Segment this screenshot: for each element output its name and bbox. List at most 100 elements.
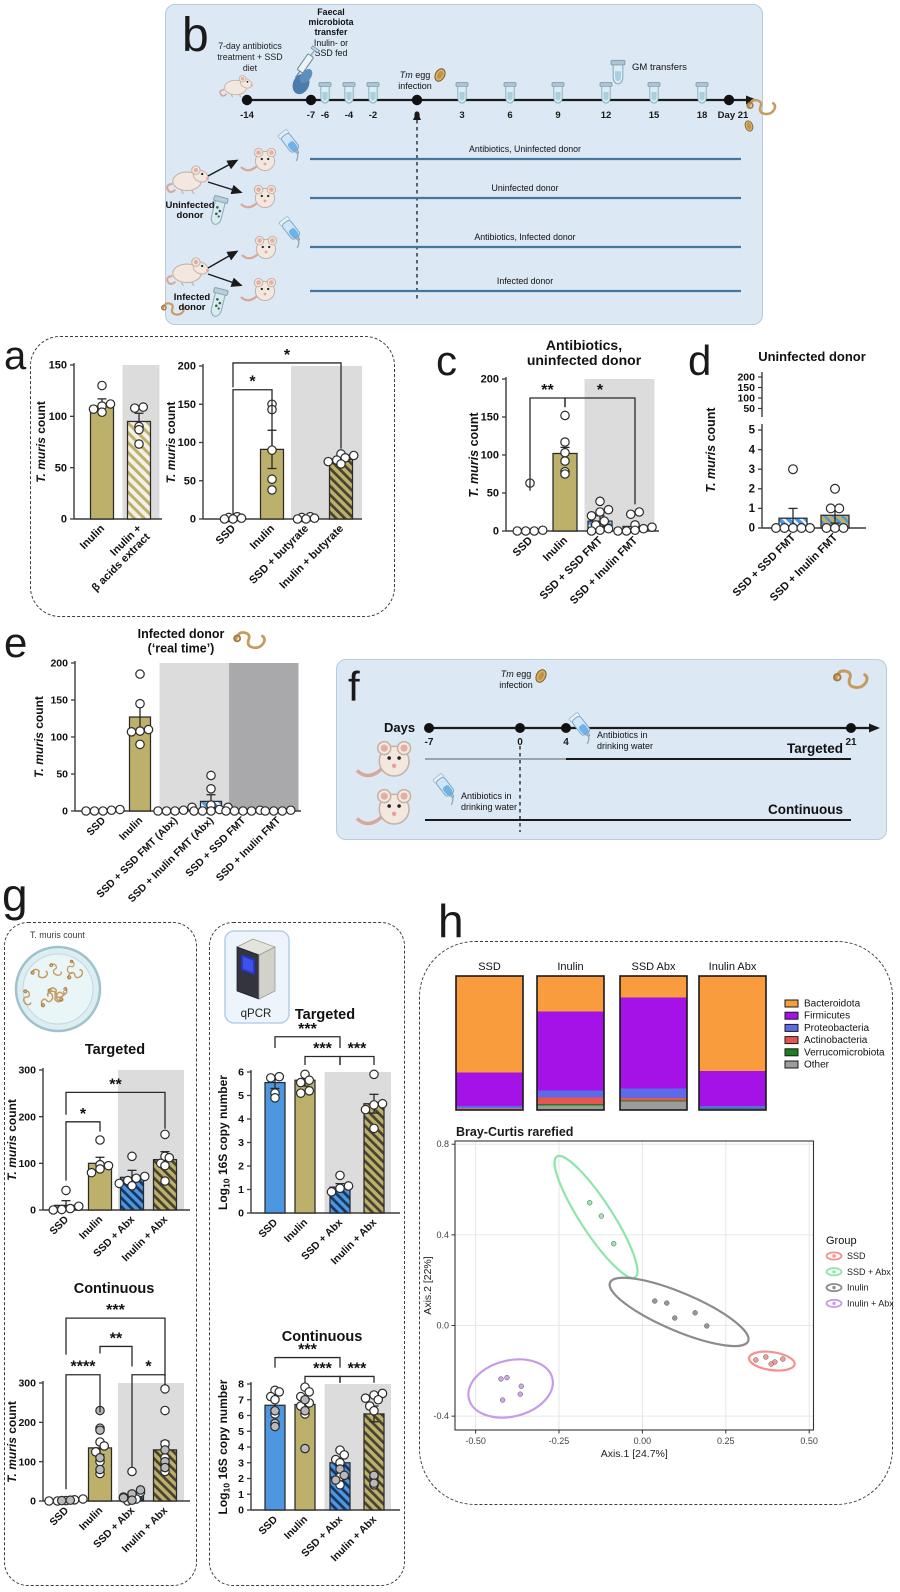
panel-e-worm [232,631,266,650]
data-point [560,466,570,477]
y-tick-label: 150 [481,412,499,424]
data-point [625,509,636,520]
data-point [599,516,610,526]
y-tick-label: 150 [50,695,68,707]
y-tick-label: 100 [50,732,68,744]
data-point [560,410,570,421]
data-point [189,806,199,816]
data-point [178,805,189,816]
bar [778,517,808,529]
data-point [630,525,640,536]
data-point [98,806,108,816]
data-point [126,727,137,737]
y-tick-label: 4 [749,444,756,456]
data-point [638,523,649,534]
data-point [613,526,623,536]
data-point [525,478,535,488]
data-point [590,520,601,530]
data-point [255,805,265,816]
data-point [512,526,523,536]
data-point [834,503,845,514]
data-point [187,802,197,813]
data-point [621,526,632,536]
panel-letter-c: c [436,337,457,384]
data-point [221,806,231,816]
data-point [81,806,91,816]
y-tick-label: 100 [737,393,755,405]
y-tick-label: 150 [737,382,755,394]
y-tick-label: 0 [749,523,755,535]
data-point [779,522,790,533]
y-tick-label: 100 [481,450,499,462]
data-point [787,464,798,475]
y-tick-label: 0 [493,526,499,538]
data-point [586,510,597,521]
data-point [143,724,154,735]
worm-icon [232,631,266,650]
panel-h-box [419,941,893,1505]
y-tick-label: 2 [749,484,755,496]
shaded-background [229,663,299,811]
y-tick-label: 3 [749,464,755,476]
chart-title: Infected donor [138,627,225,641]
panel-letter-f: f [348,663,360,710]
data-point [223,802,233,813]
data-point [829,483,840,494]
data-point [647,522,657,532]
data-point [595,525,605,536]
x-category-label: Inulin [117,815,145,843]
data-point [796,522,807,533]
y-axis-label: T. muris count [32,696,46,778]
data-point [787,522,798,533]
x-category-label: SSD + SSD FMT [538,534,606,602]
data-point [260,806,271,816]
data-point [89,806,100,816]
panel-letter-g: g [2,869,28,921]
data-point [285,805,296,816]
data-point [238,806,248,816]
data-point [246,806,257,816]
x-category-label: SSD + Inulin FMT (Abx) [126,815,216,905]
panel-g-qpcr-box [209,922,405,1586]
data-point [560,437,570,447]
x-category-label: SSD + Inulin FMT [214,814,284,884]
y-tick-label: 50 [487,488,499,500]
data-point [804,522,815,533]
data-point [603,504,614,515]
data-point [153,806,163,816]
y-axis-label: T. muris count [704,407,718,493]
data-point [560,447,570,458]
data-point [161,806,172,816]
bar [128,716,152,812]
y-tick-label: 0 [62,806,68,818]
bar [199,800,223,812]
data-point [115,804,125,815]
panel-letter-d: d [688,337,712,384]
x-category-label: SSD + SSD FMT [731,531,799,599]
panel-a-box [30,336,395,617]
data-point [197,806,208,816]
data-point [595,507,605,517]
data-point [229,806,240,816]
x-category-label: SSD + Inulin FMT [568,534,640,606]
x-category-label: SSD + SSD FMT (Abx) [94,815,180,901]
panel-letter-b: b [182,9,209,62]
bar [622,525,648,532]
x-category-label: SSD + Inulin FMT [768,531,840,603]
shaded-background [584,379,655,531]
data-point [170,806,180,816]
data-point [206,783,216,794]
data-point [770,522,781,533]
chart-title: uninfected donor [527,352,642,368]
data-point [268,806,279,816]
data-point [838,522,849,533]
data-point [135,726,145,736]
bar [587,520,613,532]
x-category-label: Inulin [541,534,570,563]
data-point [529,526,540,536]
data-point [520,526,531,536]
data-point [135,739,145,750]
